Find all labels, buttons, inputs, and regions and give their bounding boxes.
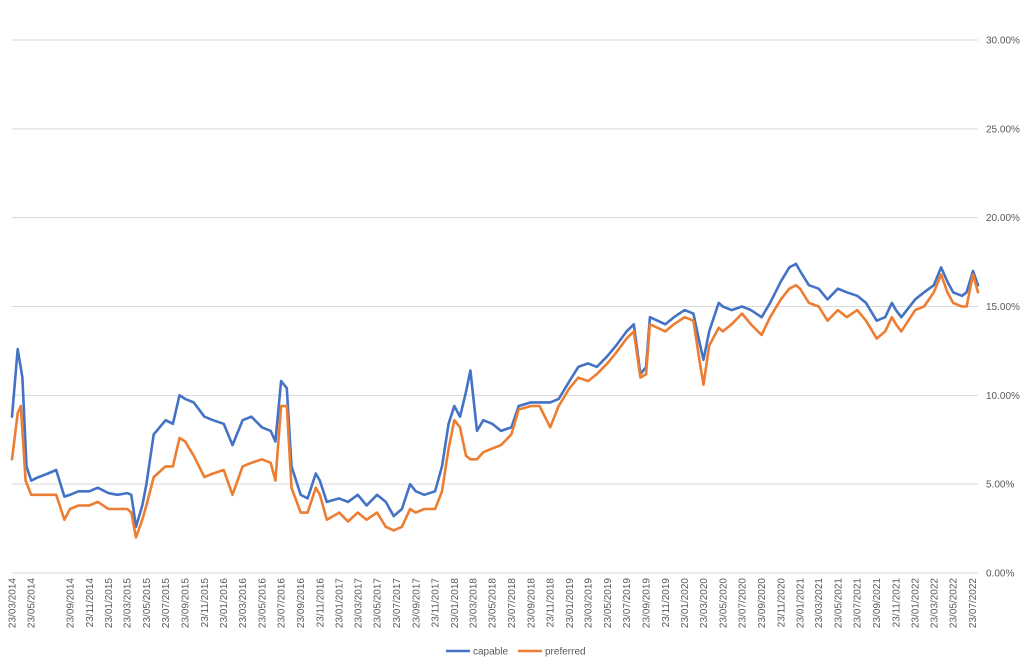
- x-tick-label: 23/05/2022: [949, 578, 960, 628]
- x-tick-label: 23/01/2017: [335, 578, 346, 628]
- series-line-preferred: [10, 273, 980, 539]
- x-tick-label: 23/01/2016: [219, 578, 230, 628]
- x-tick-label: 23/05/2020: [718, 578, 729, 628]
- x-tick-label: 23/01/2022: [911, 578, 922, 628]
- x-tick-label: 23/05/2016: [257, 578, 268, 628]
- x-tick-label: 23/05/2018: [488, 578, 499, 628]
- x-tick-label: 23/11/2014: [85, 578, 96, 628]
- x-tick-label: 23/11/2016: [315, 578, 326, 628]
- x-tick-label: 23/07/2016: [277, 578, 288, 628]
- series-lines: [10, 262, 980, 539]
- x-tick-label: 23/11/2020: [776, 578, 787, 628]
- x-tick-label: 23/07/2015: [161, 578, 172, 628]
- x-tick-label: 23/03/2015: [123, 578, 134, 628]
- y-tick-label: 5.00%: [986, 480, 1014, 491]
- x-tick-label: 23/07/2020: [738, 578, 749, 628]
- x-tick-label: 23/01/2020: [680, 578, 691, 628]
- legend: capable preferred: [446, 647, 586, 658]
- y-tick-label: 30.00%: [986, 36, 1020, 47]
- series-line-capable: [10, 262, 980, 529]
- x-tick-label: 23/01/2015: [104, 578, 115, 628]
- x-tick-label: 23/11/2015: [200, 578, 211, 628]
- y-tick-label: 20.00%: [986, 213, 1020, 224]
- x-tick-label: 23/09/2015: [181, 578, 192, 628]
- x-tick-label: 23/03/2017: [353, 578, 364, 628]
- x-tick-label: 23/05/2021: [833, 578, 844, 628]
- x-tick-label: 23/01/2021: [796, 578, 807, 628]
- x-tick-label: 23/07/2018: [507, 578, 518, 628]
- y-tick-label: 25.00%: [986, 124, 1020, 135]
- x-tick-label: 23/05/2015: [142, 578, 153, 628]
- x-tick-label: 23/09/2018: [527, 578, 538, 628]
- x-axis-ticks: 23/03/2014 23/05/2014 23/09/2014 23/11/2014…: [8, 578, 979, 628]
- x-tick-label: 23/03/2016: [238, 578, 249, 628]
- x-tick-label: 23/03/2014: [8, 578, 19, 628]
- x-tick-label: 23/09/2021: [872, 578, 883, 628]
- x-tick-label: 23/07/2022: [968, 578, 979, 628]
- x-tick-label: 23/03/2019: [584, 578, 595, 628]
- x-tick-label: 23/05/2019: [603, 578, 614, 628]
- x-tick-label: 23/11/2017: [431, 578, 442, 628]
- x-tick-label: 23/07/2019: [622, 578, 633, 628]
- y-tick-label: 0.00%: [986, 569, 1014, 580]
- x-tick-label: 23/01/2018: [450, 578, 461, 628]
- x-tick-label: 23/11/2021: [892, 578, 903, 628]
- x-tick-label: 23/03/2018: [468, 578, 479, 628]
- gridlines: [12, 39, 978, 574]
- x-tick-label: 23/07/2021: [853, 578, 864, 628]
- x-tick-label: 23/11/2018: [546, 578, 557, 628]
- x-tick-label: 23/03/2021: [814, 578, 825, 628]
- x-tick-label: 23/05/2017: [373, 578, 384, 628]
- x-tick-label: 23/09/2017: [411, 578, 422, 628]
- x-tick-label: 23/11/2019: [661, 578, 672, 628]
- y-tick-label: 15.00%: [986, 302, 1020, 313]
- x-tick-label: 23/09/2020: [757, 578, 768, 628]
- x-tick-label: 23/09/2016: [296, 578, 307, 628]
- x-tick-label: 23/03/2020: [699, 578, 710, 628]
- x-tick-label: 23/09/2019: [642, 578, 653, 628]
- y-axis-ticks: 0.00% 5.00% 10.00% 15.00% 20.00% 25.00% 30.00%: [986, 36, 1020, 580]
- x-tick-label: 23/07/2017: [392, 578, 403, 628]
- x-tick-label: 23/03/2022: [929, 578, 940, 628]
- y-tick-label: 10.00%: [986, 391, 1020, 402]
- x-tick-label: 23/09/2014: [66, 578, 77, 628]
- x-tick-label: 23/05/2014: [27, 578, 38, 628]
- x-tick-label: 23/01/2019: [565, 578, 576, 628]
- legend-label-preferred: preferred: [545, 647, 586, 658]
- legend-label-capable: capable: [473, 647, 508, 658]
